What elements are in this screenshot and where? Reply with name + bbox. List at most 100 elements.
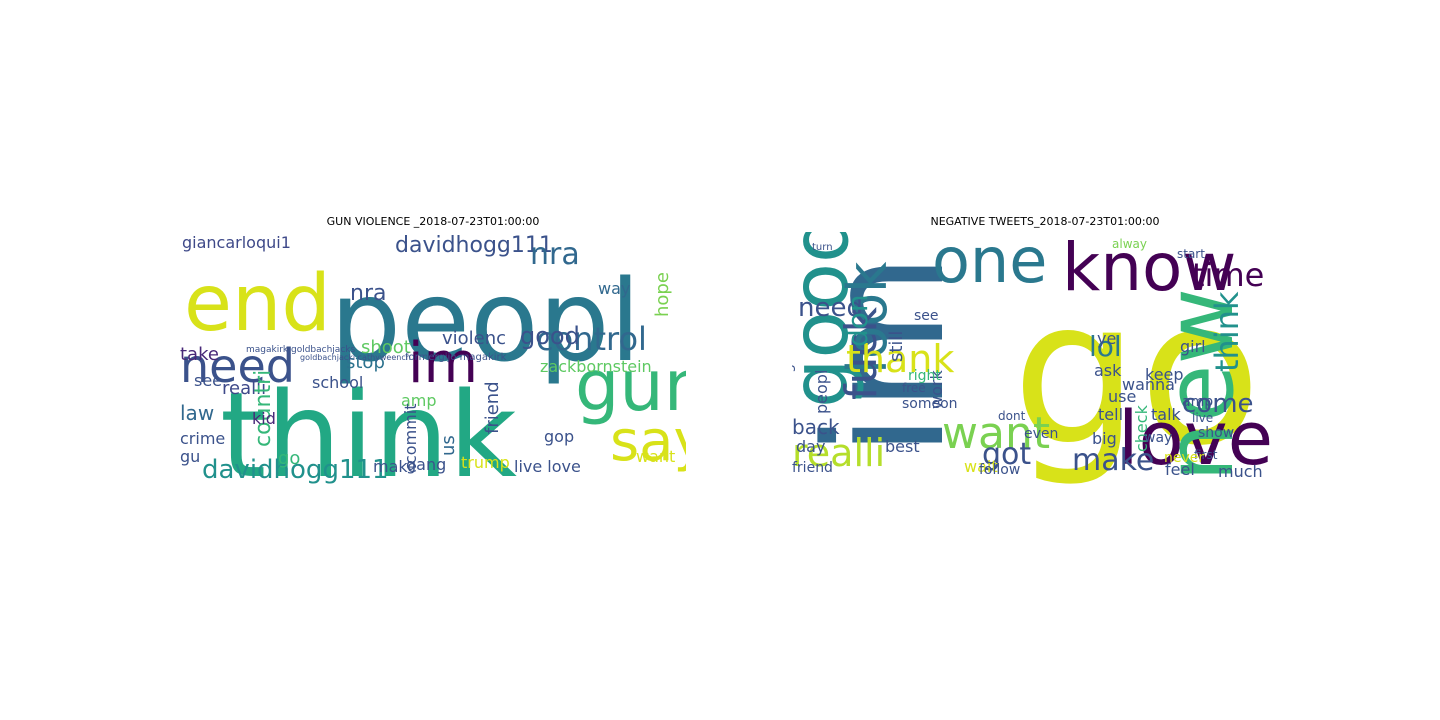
cloud-word: free bbox=[902, 381, 926, 395]
cloud-word: new bbox=[1146, 288, 1255, 482]
cloud-word: wanna bbox=[1122, 375, 1175, 394]
cloud-word: im bbox=[408, 331, 478, 396]
cloud-word: want bbox=[942, 408, 1050, 459]
cloud-word: see bbox=[914, 308, 939, 324]
cloud-word: end bbox=[184, 259, 331, 349]
cloud-word: back bbox=[792, 415, 840, 439]
cloud-word: need bbox=[798, 293, 863, 323]
cloud-word: big bbox=[1092, 429, 1117, 448]
cloud-word: law bbox=[180, 401, 214, 425]
cloud-word: time bbox=[1192, 256, 1264, 294]
cloud-word: gop bbox=[544, 427, 574, 446]
cloud-word: think bbox=[220, 366, 517, 486]
cloud-word: amp bbox=[1182, 394, 1213, 410]
cloud-word: don bbox=[841, 294, 874, 347]
cloud-word: need bbox=[180, 339, 295, 393]
cloud-word: peopl bbox=[330, 257, 641, 387]
cloud-word: trump bbox=[461, 453, 510, 472]
panel-title-gun-violence: GUN VIOLENCE _2018-07-23T01:00:00 bbox=[326, 215, 540, 228]
cloud-word: first bbox=[1194, 448, 1218, 462]
cloud-word: ask bbox=[1094, 361, 1122, 380]
cloud-word: make bbox=[373, 457, 417, 476]
cloud-word: hope bbox=[652, 272, 673, 317]
cloud-word: commit bbox=[401, 404, 420, 464]
cloud-word: realli bbox=[792, 431, 885, 475]
cloud-word: peopl bbox=[812, 370, 831, 414]
cloud-word: friend bbox=[482, 381, 503, 434]
cloud-word: talk bbox=[1151, 405, 1182, 424]
cloud-word: gang bbox=[406, 455, 446, 474]
cloud-word: control bbox=[536, 320, 647, 358]
cloud-word: gu bbox=[180, 447, 200, 466]
cloud-word: take bbox=[180, 344, 219, 365]
cloud-word: say bbox=[610, 409, 686, 474]
cloud-word: alway bbox=[1112, 237, 1147, 251]
cloud-word: got bbox=[982, 437, 1031, 472]
cloud-word: thing bbox=[792, 364, 796, 400]
cloud-word: davidhogg111 bbox=[395, 233, 553, 258]
cloud-word: wait bbox=[964, 457, 998, 476]
cloud-word: still bbox=[886, 331, 907, 362]
cloud-word: zackbornstein bbox=[540, 357, 652, 376]
cloud-word: go bbox=[278, 448, 300, 469]
cloud-word: follow bbox=[979, 462, 1020, 478]
cloud-word: come bbox=[1182, 389, 1254, 419]
cloud-word: know bbox=[1062, 232, 1236, 306]
cloud-word: stop bbox=[346, 352, 385, 373]
cloud-word: crime bbox=[180, 429, 225, 448]
cloud-word: right bbox=[908, 368, 941, 384]
cloud-word: love bbox=[1118, 396, 1273, 482]
cloud-word: way bbox=[1144, 430, 1172, 446]
cloud-word: start bbox=[1177, 247, 1205, 261]
cloud-word: make bbox=[1072, 443, 1154, 478]
cloud-word: realli bbox=[222, 378, 266, 399]
cloud-word: thank bbox=[846, 337, 954, 381]
cloud-word: amp bbox=[401, 391, 437, 410]
cloud-word: fuck bbox=[836, 306, 887, 400]
cloud-word: davidhogg111 bbox=[202, 455, 389, 485]
cloud-word: best bbox=[885, 437, 920, 456]
cloud-word: magakirk goldbachjacks bbox=[246, 345, 355, 355]
cloud-word: keep bbox=[1145, 365, 1184, 384]
cloud-word: good bbox=[520, 322, 580, 350]
cloud-word: good bbox=[792, 232, 866, 408]
cloud-word: live bbox=[1192, 411, 1213, 425]
cloud-word: giancarloqui1 bbox=[182, 233, 291, 252]
cloud-word: ye bbox=[1097, 329, 1116, 348]
cloud-word: way bbox=[598, 279, 630, 298]
cloud-word: school bbox=[312, 373, 363, 392]
cloud-word: shoot bbox=[361, 337, 411, 358]
cloud-word: nra bbox=[530, 237, 580, 272]
cloud-word: look bbox=[836, 261, 899, 374]
cloud-word: goldbachjacki cathyweench bbox=[300, 353, 411, 362]
cloud-word: someon bbox=[902, 396, 958, 412]
cloud-word: work bbox=[927, 370, 946, 409]
cloud-word: day bbox=[796, 437, 825, 456]
cloud-word: dont bbox=[998, 409, 1026, 423]
cloud-word: use bbox=[1108, 387, 1136, 406]
cloud-word: lol bbox=[1089, 330, 1122, 363]
word-cloud-negative-tweets: go im love new know one good look fuck realli want… bbox=[792, 232, 1298, 486]
cloud-word: im bbox=[792, 253, 981, 458]
cloud-word: countri bbox=[251, 370, 276, 447]
cloud-word: go bbox=[1012, 257, 1261, 486]
cloud-word: even bbox=[1024, 426, 1058, 442]
cloud-word: nra bbox=[350, 281, 386, 306]
cloud-word: tell bbox=[1098, 405, 1123, 424]
cloud-word: turn bbox=[812, 242, 833, 253]
cloud-word: never bbox=[1164, 450, 1204, 466]
panel-title-negative-tweets: NEGATIVE TWEETS_2018-07-23T01:00:00 bbox=[930, 215, 1160, 228]
cloud-word: live love bbox=[514, 457, 581, 476]
cloud-word: one bbox=[932, 232, 1047, 297]
cloud-word: see bbox=[194, 371, 222, 390]
cloud-word: kid bbox=[252, 409, 276, 428]
cloud-word: want bbox=[636, 447, 675, 466]
cloud-word: girl bbox=[1180, 337, 1206, 356]
cloud-word: much bbox=[1218, 462, 1263, 481]
cloud-word: feel bbox=[1165, 460, 1195, 479]
cloud-word: gun bbox=[575, 345, 686, 427]
